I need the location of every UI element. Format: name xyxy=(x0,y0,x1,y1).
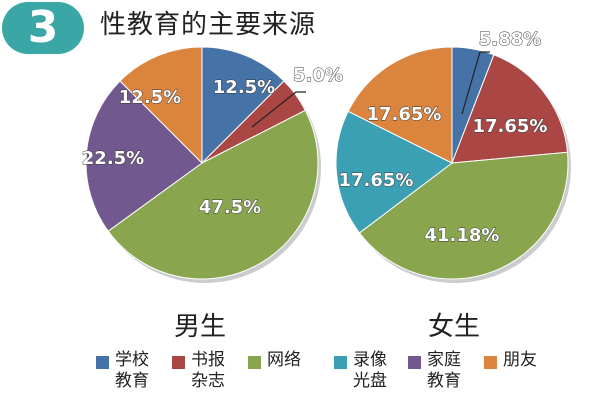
legend-item-school: 学校 教育 xyxy=(96,350,149,392)
pie-slice-female-internet xyxy=(358,151,569,280)
legend-item-friends: 朋友 xyxy=(484,350,537,371)
figure-title: 性教育的主要来源 xyxy=(100,10,317,40)
data-label-male-school: 12.5% xyxy=(213,77,275,98)
pie-slice-female-video xyxy=(335,110,453,234)
legend-swatch-friends xyxy=(484,356,497,369)
male-chart-title: 男生 xyxy=(173,312,226,342)
legend-swatch-video xyxy=(334,356,347,369)
leader-line-female-school xyxy=(461,51,490,115)
legend-item-family: 家庭 教育 xyxy=(408,350,461,392)
legend-label-internet-line1: 网络 xyxy=(267,350,301,370)
legend-swatch-family xyxy=(408,356,421,369)
pie-slice-male-friends xyxy=(119,46,203,165)
legend-label-video-line1: 录像 xyxy=(353,350,387,370)
legend-item-books: 书报 杂志 xyxy=(172,350,225,392)
data-label-female-internet: 41.18% xyxy=(425,225,500,246)
legend-label-friends-line1: 朋友 xyxy=(503,350,537,370)
pie-slice-female-books xyxy=(451,54,569,164)
legend-label-family-line2: 教育 xyxy=(427,371,461,391)
legend-item-video: 录像 光盘 xyxy=(334,350,387,392)
legend-swatch-books xyxy=(172,356,185,369)
legend-swatch-school xyxy=(96,356,109,369)
data-label-male-internet: 47.5% xyxy=(199,197,261,218)
data-label-female-friends: 17.65% xyxy=(367,104,442,125)
legend: 学校 教育 书报 杂志 网络 录像 光盘 xyxy=(96,350,566,400)
pie-slice-female-friends xyxy=(347,46,453,164)
legend-item-internet: 网络 xyxy=(248,350,301,371)
legend-label-family-line1: 家庭 xyxy=(427,350,461,370)
pie-slice-male-internet xyxy=(107,109,319,280)
data-label-female-books: 17.65% xyxy=(473,116,548,137)
legend-swatch-internet xyxy=(248,356,261,369)
legend-label-school-line2: 教育 xyxy=(115,371,149,391)
data-label-male-family: 22.5% xyxy=(82,148,144,169)
section-number-badge: 3 xyxy=(2,2,84,54)
data-label-female-school: 5.88% xyxy=(479,29,541,50)
legend-label-video-line2: 光盘 xyxy=(353,371,387,391)
data-label-male-friends: 12.5% xyxy=(119,87,181,108)
leader-line-male-books xyxy=(251,91,306,128)
pie-slice-male-school xyxy=(201,46,285,165)
legend-label-school-line1: 学校 xyxy=(115,350,149,370)
data-label-female-video: 17.65% xyxy=(339,170,414,191)
data-label-male-books: 5.0% xyxy=(293,65,343,86)
female-chart-title: 女生 xyxy=(427,312,480,342)
legend-label-books-line2: 杂志 xyxy=(191,371,225,391)
legend-label-books-line1: 书报 xyxy=(191,350,225,370)
pie-slice-male-family xyxy=(85,80,203,232)
